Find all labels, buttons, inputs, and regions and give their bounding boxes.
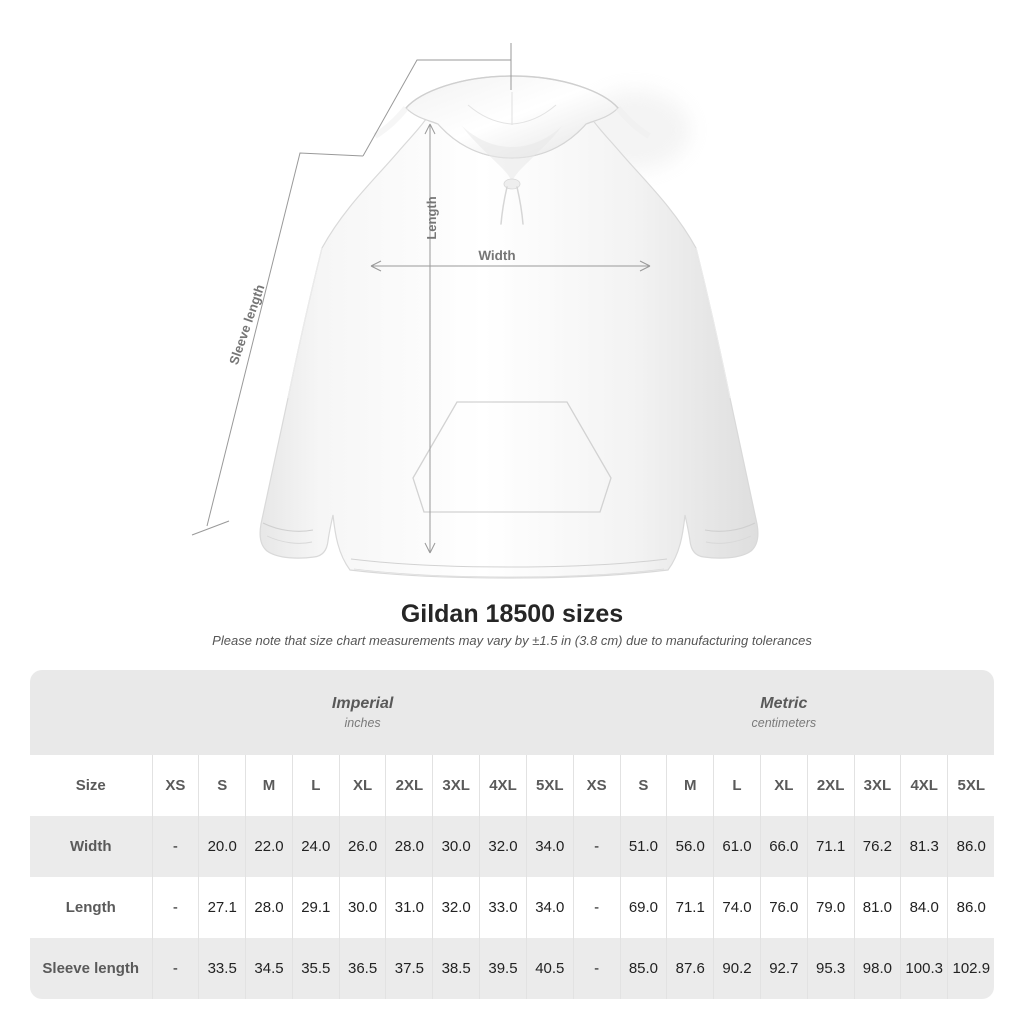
svg-text:Width: Width [478,248,515,263]
svg-text:Length: Length [424,196,439,239]
svg-text:Sleeve length: Sleeve length [226,282,267,366]
